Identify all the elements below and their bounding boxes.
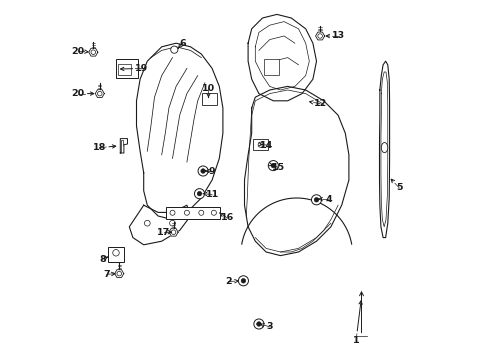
Circle shape bbox=[198, 166, 208, 176]
Text: 14: 14 bbox=[260, 140, 273, 150]
Circle shape bbox=[170, 210, 175, 215]
Text: 1: 1 bbox=[352, 336, 359, 345]
Text: 7: 7 bbox=[103, 270, 110, 279]
Circle shape bbox=[253, 319, 264, 329]
Circle shape bbox=[197, 192, 202, 196]
Polygon shape bbox=[244, 86, 348, 256]
Circle shape bbox=[144, 220, 150, 226]
Circle shape bbox=[171, 230, 176, 234]
Circle shape bbox=[117, 271, 121, 276]
Circle shape bbox=[314, 198, 318, 202]
Text: 20: 20 bbox=[71, 89, 84, 98]
Polygon shape bbox=[247, 14, 316, 101]
Polygon shape bbox=[115, 270, 123, 278]
Polygon shape bbox=[129, 205, 190, 245]
Polygon shape bbox=[379, 61, 389, 238]
Circle shape bbox=[256, 322, 261, 326]
Text: 3: 3 bbox=[266, 323, 273, 331]
Text: 16: 16 bbox=[220, 213, 233, 222]
FancyBboxPatch shape bbox=[116, 59, 138, 78]
Text: 12: 12 bbox=[313, 99, 326, 108]
Text: 8: 8 bbox=[99, 255, 105, 264]
Circle shape bbox=[268, 161, 278, 171]
Circle shape bbox=[201, 169, 205, 173]
Text: 19: 19 bbox=[135, 64, 148, 73]
Polygon shape bbox=[89, 48, 98, 56]
Ellipse shape bbox=[381, 143, 387, 153]
Circle shape bbox=[97, 91, 102, 96]
Circle shape bbox=[113, 249, 119, 256]
Text: 10: 10 bbox=[202, 84, 215, 93]
FancyBboxPatch shape bbox=[118, 64, 131, 75]
Circle shape bbox=[169, 220, 175, 226]
Circle shape bbox=[258, 142, 263, 147]
FancyBboxPatch shape bbox=[166, 207, 220, 219]
Circle shape bbox=[184, 210, 189, 215]
Polygon shape bbox=[120, 139, 127, 153]
Circle shape bbox=[170, 46, 178, 53]
Circle shape bbox=[317, 34, 322, 38]
Text: 4: 4 bbox=[325, 194, 331, 203]
Circle shape bbox=[91, 50, 95, 54]
Polygon shape bbox=[255, 22, 309, 90]
FancyBboxPatch shape bbox=[263, 59, 279, 75]
Circle shape bbox=[211, 210, 216, 215]
FancyBboxPatch shape bbox=[202, 93, 217, 105]
Circle shape bbox=[194, 189, 204, 199]
Circle shape bbox=[311, 195, 321, 205]
Text: 9: 9 bbox=[208, 166, 215, 175]
FancyBboxPatch shape bbox=[107, 247, 124, 262]
FancyBboxPatch shape bbox=[253, 139, 267, 150]
Circle shape bbox=[241, 279, 245, 283]
Circle shape bbox=[238, 276, 248, 286]
Text: 13: 13 bbox=[331, 31, 345, 40]
Circle shape bbox=[270, 163, 275, 168]
Text: 5: 5 bbox=[395, 184, 402, 192]
Polygon shape bbox=[169, 228, 178, 236]
Text: 6: 6 bbox=[179, 39, 185, 48]
Text: 18: 18 bbox=[93, 143, 106, 152]
Text: 20: 20 bbox=[71, 46, 84, 55]
Polygon shape bbox=[380, 72, 387, 227]
Circle shape bbox=[199, 210, 203, 215]
Polygon shape bbox=[95, 90, 104, 98]
Text: 2: 2 bbox=[224, 277, 231, 286]
Text: 11: 11 bbox=[205, 190, 218, 199]
Polygon shape bbox=[315, 32, 324, 40]
Text: 17: 17 bbox=[157, 228, 170, 237]
Text: 15: 15 bbox=[272, 163, 285, 172]
Polygon shape bbox=[136, 43, 223, 220]
